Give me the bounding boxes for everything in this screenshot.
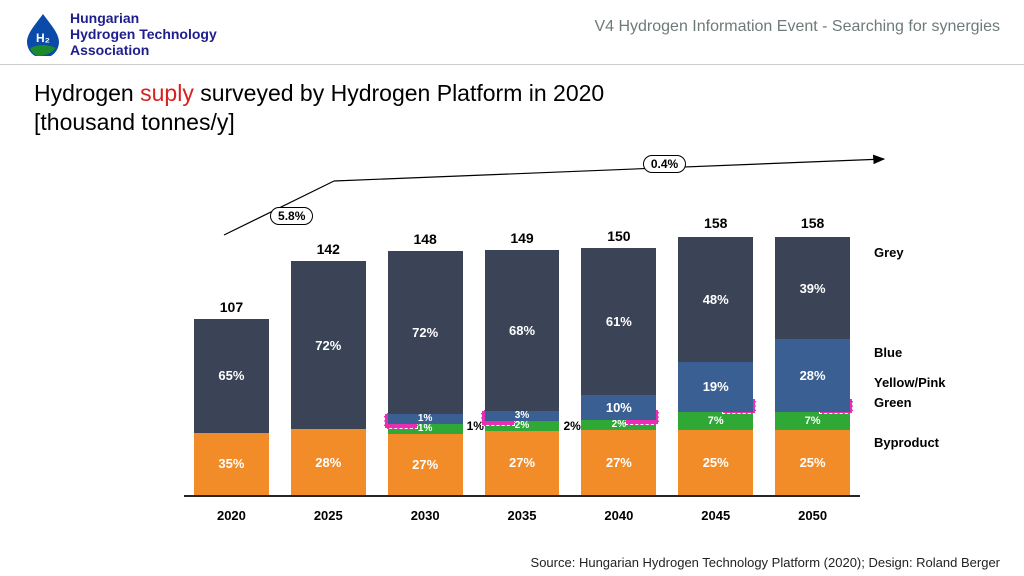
legend-yellowpink: Yellow/Pink: [874, 375, 946, 390]
legend-byproduct: Byproduct: [874, 435, 939, 450]
x-label: 2050: [775, 508, 850, 523]
bar-2020: 107 35%65%: [194, 299, 269, 495]
bar-2045: 15825%7%0%19%48%: [678, 215, 753, 495]
seg-grey: 39%: [775, 237, 850, 338]
org-line2: Hydrogen Technology: [70, 26, 217, 42]
bar-2050: 15825%7%0%28%39%: [775, 215, 850, 495]
plot: 10735%65%14228%72%14827%1%0%1%72%1%14927…: [184, 197, 860, 497]
bar-total: 158: [801, 215, 824, 231]
title-line2: [thousand tonnes/y]: [34, 109, 235, 135]
x-label: 2030: [388, 508, 463, 523]
event-title: V4 Hydrogen Information Event - Searchin…: [594, 10, 1000, 36]
seg-grey: 72%: [291, 261, 366, 429]
seg-grey: 61%: [581, 248, 656, 395]
bar-total: 107: [220, 299, 243, 315]
seg-blue: 28%: [775, 339, 850, 412]
seg-grey: 48%: [678, 237, 753, 362]
seg-byproduct: 27%: [388, 434, 463, 495]
x-label: 2040: [581, 508, 656, 523]
legend-green: Green: [874, 395, 912, 410]
source-caption: Source: Hungarian Hydrogen Technology Pl…: [531, 555, 1000, 570]
legend-blue: Blue: [874, 345, 902, 360]
svg-text:H₂: H₂: [36, 31, 50, 45]
title-pre: Hydrogen: [34, 80, 140, 106]
seg-byproduct: 27%: [581, 430, 656, 495]
seg-blue: 10%: [581, 395, 656, 419]
header: H₂ Hungarian Hydrogen Technology Associa…: [0, 0, 1024, 65]
x-label: 2045: [678, 508, 753, 523]
x-label: 2020: [194, 508, 269, 523]
seg-blue: 3%: [485, 411, 560, 421]
x-axis-labels: 2020 2025 2030 2035 2040 2045 2050: [184, 508, 860, 523]
seg-blue: 1%: [388, 414, 463, 424]
org-name: Hungarian Hydrogen Technology Associatio…: [70, 10, 217, 58]
seg-byproduct: 35%: [194, 433, 269, 495]
bar-2035: 14927%2%0%3%68%2%: [485, 230, 560, 495]
org-logo-block: H₂ Hungarian Hydrogen Technology Associa…: [24, 10, 217, 58]
side-label: 2%: [563, 419, 580, 433]
chart-area: 5.8%0.4% 10735%65%14228%72%14827%1%0%1%7…: [34, 167, 990, 537]
org-line3: Association: [70, 42, 217, 58]
seg-grey: 68%: [485, 250, 560, 411]
seg-blue: 19%: [678, 362, 753, 411]
seg-byproduct: 25%: [775, 430, 850, 495]
org-line1: Hungarian: [70, 10, 217, 26]
seg-grey: 65%: [194, 319, 269, 433]
bar-2025: 142 28%72%: [291, 241, 366, 495]
seg-byproduct: 27%: [485, 431, 560, 495]
legend: Grey Blue Yellow/Pink Green Byproduct: [870, 197, 990, 497]
bar-total: 142: [317, 241, 340, 257]
bar-2030: 14827%1%0%1%72%1%: [388, 231, 463, 495]
legend-grey: Grey: [874, 245, 904, 260]
bar-total: 148: [413, 231, 436, 247]
bar-total: 149: [510, 230, 533, 246]
seg-green: 7%: [775, 412, 850, 430]
seg-green: 7%: [678, 412, 753, 430]
x-label: 2025: [291, 508, 366, 523]
bar-2040: 15027%2%0%10%61%: [581, 228, 656, 495]
bar-total: 158: [704, 215, 727, 231]
seg-byproduct: 25%: [678, 430, 753, 495]
bar-total: 150: [607, 228, 630, 244]
chart-title: Hydrogen suply surveyed by Hydrogen Plat…: [0, 65, 1024, 137]
growth-label: 0.4%: [643, 155, 686, 173]
x-label: 2035: [485, 508, 560, 523]
drop-icon: H₂: [24, 12, 62, 56]
seg-grey: 72%: [388, 251, 463, 414]
title-post: surveyed by Hydrogen Platform in 2020: [194, 80, 604, 106]
seg-byproduct: 28%: [291, 429, 366, 494]
title-highlight: suply: [140, 80, 194, 106]
